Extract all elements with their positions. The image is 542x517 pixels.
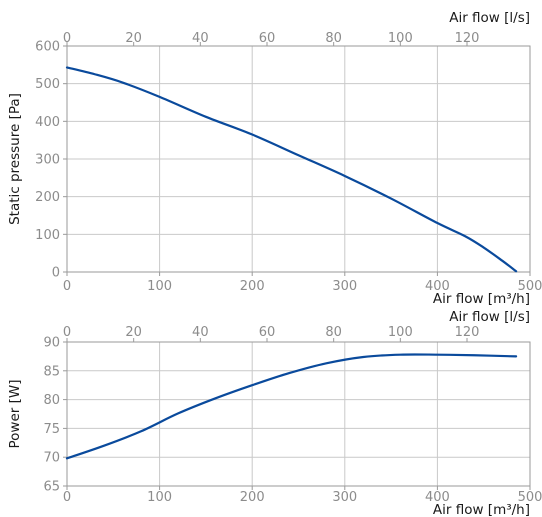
y-tick-label: 0 — [52, 266, 60, 281]
x2-tick-label: 40 — [192, 325, 209, 340]
x-tick-label: 200 — [240, 490, 265, 505]
x2-tick-label: 120 — [455, 31, 480, 46]
y-tick-label: 100 — [35, 228, 60, 243]
x2-tick-label: 120 — [455, 325, 480, 340]
y-tick-label: 600 — [35, 40, 60, 55]
x-tick-label: 0 — [63, 279, 71, 294]
y-tick-label: 400 — [35, 115, 60, 130]
x-tick-label: 500 — [518, 279, 542, 294]
x-tick-label: 200 — [240, 279, 265, 294]
x2-tick-label: 20 — [125, 31, 142, 46]
x2-tick-label: 100 — [388, 31, 413, 46]
x-tick-label: 400 — [425, 490, 450, 505]
x2-tick-label: 20 — [125, 325, 142, 340]
x-tick-label: 0 — [63, 490, 71, 505]
x-axis-title: Air flow [m³/h] — [433, 502, 530, 517]
series-line — [65, 353, 518, 460]
x2-tick-label: 100 — [388, 325, 413, 340]
series-line — [65, 66, 518, 273]
y-tick-label: 300 — [35, 153, 60, 168]
x2-tick-label: 60 — [259, 325, 276, 340]
y-tick-label: 80 — [43, 393, 60, 408]
x2-tick-label: 0 — [63, 31, 71, 46]
x2-axis-title: Air flow [l/s] — [449, 309, 530, 325]
x-tick-label: 100 — [147, 490, 172, 505]
y-tick-label: 200 — [35, 190, 60, 205]
x2-tick-label: 60 — [259, 31, 276, 46]
y-tick-label: 70 — [43, 451, 60, 466]
x-tick-label: 100 — [147, 279, 172, 294]
plot-frame — [66, 341, 531, 487]
y-tick-label: 85 — [43, 364, 60, 379]
y-axis-title: Static pressure [Pa] — [7, 93, 23, 225]
y-tick-label: 500 — [35, 77, 60, 92]
x2-tick-label: 80 — [325, 31, 342, 46]
x-tick-label: 400 — [425, 279, 450, 294]
x-tick-label: 500 — [518, 490, 542, 505]
x2-tick-label: 80 — [325, 325, 342, 340]
y-tick-label: 75 — [43, 422, 60, 437]
x-axis-title: Air flow [m³/h] — [433, 291, 530, 307]
y-tick-label: 90 — [43, 336, 60, 351]
x2-axis-title: Air flow [l/s] — [449, 10, 530, 26]
y-tick-label: 65 — [43, 480, 60, 495]
y-axis-title: Power [W] — [7, 380, 23, 449]
x2-tick-label: 0 — [63, 325, 71, 340]
x-tick-label: 300 — [332, 279, 357, 294]
x2-tick-label: 40 — [192, 31, 209, 46]
x-tick-label: 300 — [332, 490, 357, 505]
